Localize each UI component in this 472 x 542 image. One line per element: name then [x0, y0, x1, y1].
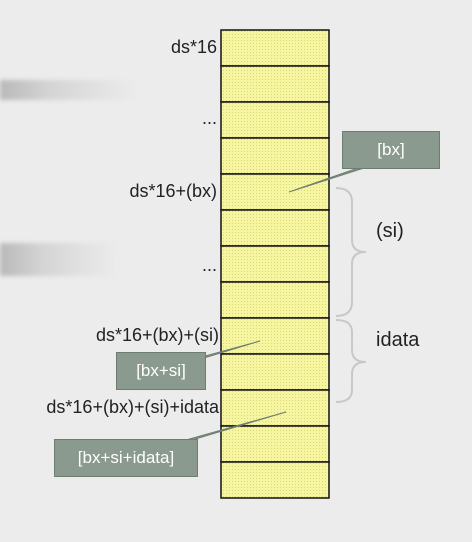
memory-cell: [220, 389, 330, 427]
memory-cell: [220, 173, 330, 211]
label-si-range: (si): [376, 220, 404, 242]
label-plus-bx-si-idata: ds*16+(bx)+(si)+idata: [46, 397, 219, 417]
blurred-region-middle: [0, 243, 120, 276]
label-plus-bx: ds*16+(bx): [129, 181, 217, 201]
label-plus-bx-si: ds*16+(bx)+(si): [95, 325, 219, 345]
memory-cell: [220, 245, 330, 283]
memory-cell: [220, 101, 330, 139]
memory-cell: [220, 425, 330, 463]
callout-bx-si-idata: [bx+si+idata]: [54, 439, 198, 477]
memory-cell: [220, 281, 330, 319]
memory-cell: [220, 29, 330, 67]
label-base-address: ds*16: [170, 37, 217, 57]
memory-cell: [220, 461, 330, 499]
memory-cell: [220, 65, 330, 103]
memory-cell: [220, 209, 330, 247]
memory-cell: [220, 317, 330, 355]
label-ellipsis-top: ...: [201, 108, 217, 128]
blurred-region-top: [0, 80, 140, 100]
callout-bx: [bx]: [342, 131, 440, 169]
memory-cell: [220, 353, 330, 391]
callout-bx-si: [bx+si]: [116, 352, 206, 390]
memory-cells: [220, 29, 330, 499]
memory-cell: [220, 137, 330, 175]
label-idata-range: idata: [376, 329, 420, 351]
idata-bracket: [335, 319, 367, 403]
label-ellipsis-middle: ...: [201, 255, 217, 275]
si-bracket: [335, 187, 367, 317]
